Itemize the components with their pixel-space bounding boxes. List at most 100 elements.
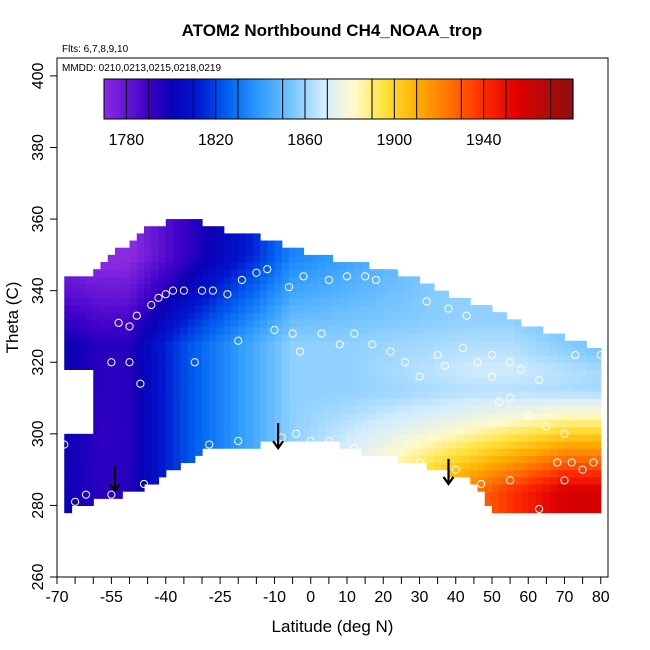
field-cell — [194, 226, 203, 234]
field-cell — [470, 304, 479, 313]
field-cell — [151, 269, 160, 277]
field-cell — [129, 433, 138, 442]
field-cell — [550, 405, 558, 413]
x-tick-label: -70 — [45, 589, 68, 606]
field-cell — [122, 333, 131, 342]
field-cell — [187, 426, 196, 435]
field-cell — [535, 326, 544, 335]
field-cell — [274, 304, 283, 313]
field-cell — [448, 448, 457, 456]
field-cell — [347, 290, 355, 299]
field-cell — [593, 440, 602, 449]
field-cell — [296, 326, 305, 335]
field-cell — [209, 226, 218, 234]
field-cell — [310, 290, 319, 299]
field-cell — [238, 412, 247, 421]
field-cell — [144, 269, 152, 277]
sample-point — [542, 422, 551, 431]
field-cell — [368, 369, 377, 378]
field-cell — [557, 405, 566, 413]
field-cell — [122, 283, 131, 292]
field-cell — [318, 304, 326, 313]
field-cell — [303, 254, 312, 263]
field-cell — [223, 240, 232, 249]
field-cell — [187, 304, 196, 313]
colorbar-tick-label: 1900 — [377, 132, 413, 149]
field-cell — [550, 483, 558, 492]
field-cell — [296, 426, 305, 435]
colorbar-segment — [209, 79, 215, 119]
field-cell — [332, 262, 341, 270]
field-cell — [310, 433, 319, 442]
field-cell — [506, 433, 515, 442]
field-cell — [122, 419, 131, 428]
field-cell — [165, 455, 174, 464]
field-cell — [412, 276, 421, 285]
field-cell — [202, 340, 210, 349]
field-cell — [499, 483, 508, 492]
field-cell — [245, 369, 254, 378]
field-cell — [173, 390, 181, 399]
field-cell — [383, 297, 392, 306]
colorbar-segment — [189, 79, 195, 119]
field-cell — [426, 433, 435, 442]
arrow-annotations — [109, 423, 455, 493]
field-cell — [93, 347, 102, 356]
field-cell — [470, 319, 479, 328]
field-cell — [303, 376, 312, 385]
field-cell — [187, 233, 196, 242]
field-cell — [383, 369, 392, 378]
field-cell — [499, 312, 508, 320]
field-cell — [318, 362, 326, 370]
field-cell — [397, 412, 406, 421]
field-cell — [318, 433, 326, 442]
field-cell — [86, 462, 94, 471]
field-cell — [115, 419, 123, 428]
field-cell — [281, 326, 290, 335]
field-cell — [100, 362, 109, 370]
colorbar-segment — [334, 79, 340, 119]
field-cell — [158, 440, 167, 449]
field-cell — [245, 269, 254, 277]
field-cell — [245, 419, 254, 428]
field-cell — [397, 383, 406, 392]
field-cell — [484, 426, 493, 435]
colorbar-segment — [361, 79, 367, 119]
field-cell — [455, 433, 464, 442]
field-cell — [165, 412, 174, 421]
field-cell — [86, 469, 94, 478]
field-cell — [216, 290, 225, 299]
field-cell — [550, 369, 558, 378]
field-cell — [535, 498, 544, 507]
colorbar-segment — [358, 79, 363, 119]
field-cell — [100, 433, 109, 442]
field-cell — [318, 262, 326, 270]
field-cell — [339, 426, 348, 435]
field-cell — [122, 304, 131, 313]
field-cell — [303, 262, 312, 270]
field-cell — [477, 412, 486, 421]
field-cell — [260, 398, 268, 406]
colorbar-segment — [346, 79, 351, 119]
field-cell — [303, 412, 312, 421]
field-cell — [267, 419, 276, 428]
field-cell — [354, 262, 363, 270]
field-cell — [78, 448, 87, 456]
field-cell — [521, 369, 529, 378]
field-cell — [550, 355, 558, 363]
field-cell — [564, 355, 573, 363]
field-cell — [310, 383, 319, 392]
field-cell — [136, 405, 145, 413]
sample-point — [458, 343, 468, 353]
field-cell — [506, 455, 515, 464]
colorbar-segment — [244, 79, 250, 119]
field-cell — [405, 347, 413, 356]
field-cell — [267, 355, 276, 363]
field-cell — [216, 376, 225, 385]
field-cell — [564, 505, 573, 514]
sample-point — [462, 311, 471, 320]
field-cell — [528, 398, 537, 406]
colorbar-segment — [479, 79, 484, 119]
field-cell — [136, 469, 145, 478]
field-cell — [390, 290, 399, 299]
